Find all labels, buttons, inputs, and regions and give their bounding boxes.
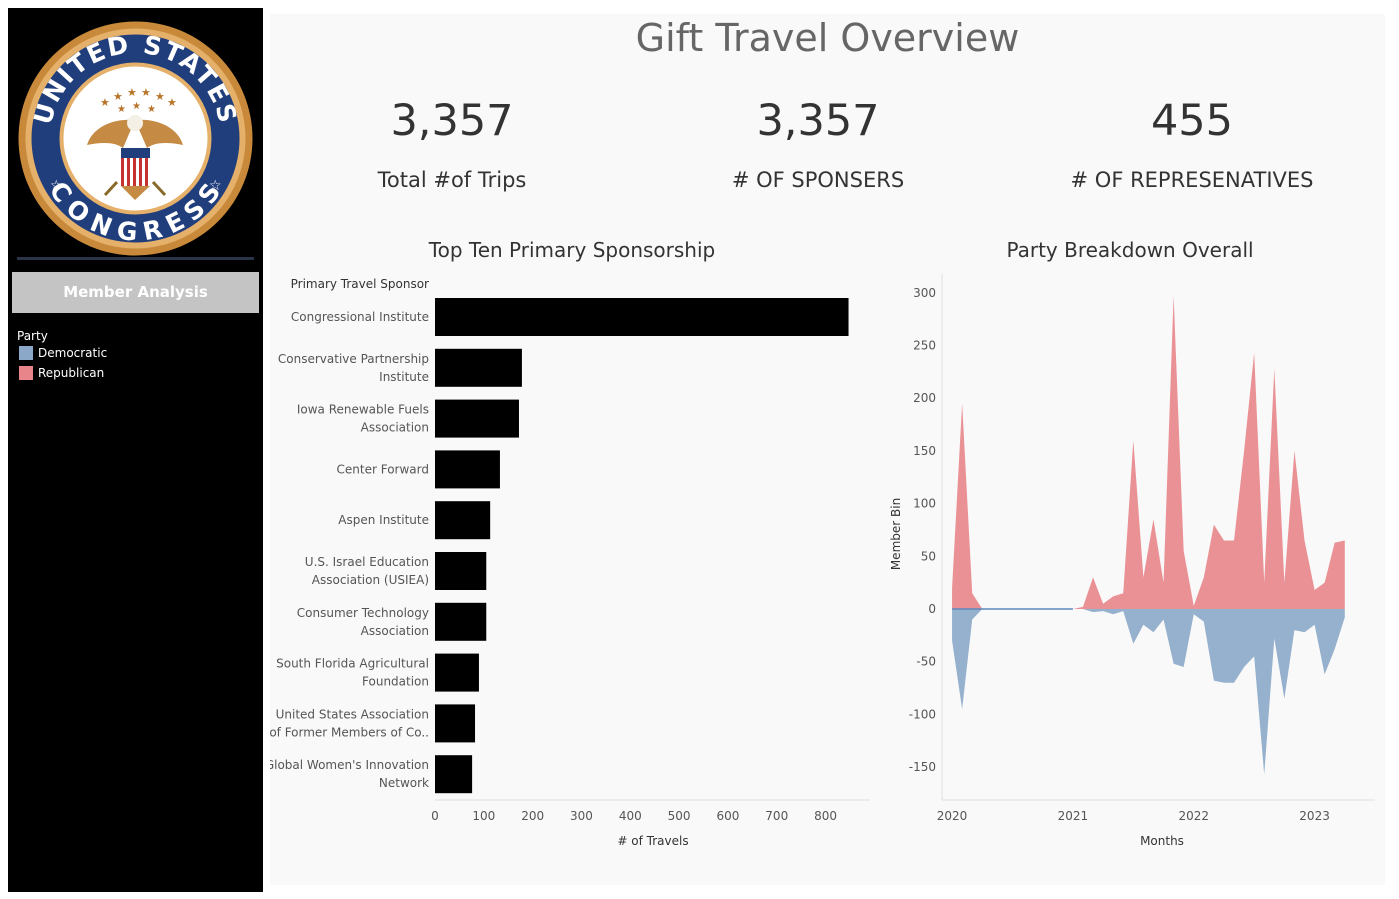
legend-item-republican[interactable]: Republican bbox=[19, 366, 104, 380]
legend-label: Republican bbox=[38, 366, 105, 380]
y-tick-label: -150 bbox=[909, 760, 936, 774]
x-tick-label: 2020 bbox=[937, 809, 968, 823]
bar bbox=[435, 755, 473, 794]
bar-category-label: of Former Members of Co.. bbox=[270, 725, 429, 739]
svg-text:★: ★ bbox=[167, 96, 177, 109]
kpi-total-trips-value: 3,357 bbox=[390, 96, 514, 146]
y-tick-label: 100 bbox=[913, 497, 936, 511]
divider bbox=[17, 257, 254, 260]
bar-category-label: U.S. Israel Education bbox=[305, 555, 429, 569]
kpi-sponsors-value: 3,357 bbox=[756, 96, 880, 146]
bar-chart-title: Top Ten Primary Sponsorship bbox=[428, 238, 716, 262]
x-tick-label: 800 bbox=[814, 809, 837, 823]
svg-text:☆: ☆ bbox=[50, 178, 63, 194]
kpi-representatives-value: 455 bbox=[1150, 96, 1234, 146]
bar bbox=[435, 399, 519, 438]
svg-text:★: ★ bbox=[113, 90, 123, 103]
congress-seal-icon: UNITED STATES CONGRESS ☆ ☆ ★ ★ ★ ★ ★ ★ ★ ★ ★ bbox=[18, 21, 253, 256]
x-tick-label: 2023 bbox=[1299, 809, 1330, 823]
legend-label: Democratic bbox=[38, 346, 108, 360]
bar bbox=[435, 704, 476, 743]
y-tick-label: 200 bbox=[913, 391, 936, 405]
y-tick-label: 0 bbox=[928, 602, 936, 616]
sponsorship-bar-chart: Primary Travel Sponsor Congressional Inst… bbox=[270, 277, 870, 848]
y-tick-label: 250 bbox=[913, 339, 936, 353]
area-chart-title: Party Breakdown Overall bbox=[1006, 238, 1254, 262]
bar-category-label: Network bbox=[379, 776, 429, 790]
bar-category-header: Primary Travel Sponsor bbox=[291, 277, 429, 291]
svg-text:★: ★ bbox=[132, 101, 141, 112]
sidebar: UNITED STATES CONGRESS ☆ ☆ ★ ★ ★ ★ ★ ★ ★ ★ ★ bbox=[8, 8, 263, 892]
y-axis-label: Member Bin bbox=[889, 498, 903, 570]
x-tick-label: 400 bbox=[619, 809, 642, 823]
svg-text:★: ★ bbox=[147, 104, 156, 115]
x-tick-label: 600 bbox=[716, 809, 739, 823]
bar-category-label: Conservative Partnership bbox=[278, 352, 429, 366]
legend-title: Party bbox=[17, 329, 48, 343]
svg-text:☆: ☆ bbox=[209, 178, 222, 194]
x-tick-label: 200 bbox=[521, 809, 544, 823]
bar-category-label: Association bbox=[361, 624, 429, 638]
bar-category-label: Consumer Technology bbox=[297, 606, 429, 620]
x-tick-label: 0 bbox=[431, 809, 439, 823]
x-tick-label: 2022 bbox=[1178, 809, 1209, 823]
bar bbox=[435, 602, 487, 641]
x-tick-label: 100 bbox=[472, 809, 495, 823]
bar bbox=[435, 298, 849, 336]
svg-text:★: ★ bbox=[141, 86, 151, 99]
legend-item-democratic[interactable]: Democratic bbox=[19, 346, 107, 360]
svg-text:★: ★ bbox=[155, 90, 165, 103]
bar-category-label: Institute bbox=[379, 370, 429, 384]
y-tick-label: 300 bbox=[913, 286, 936, 300]
bar bbox=[435, 653, 479, 692]
bar bbox=[435, 450, 500, 489]
kpi-sponsors-label: # OF SPONSERS bbox=[731, 168, 905, 192]
y-tick-label: -50 bbox=[916, 655, 936, 669]
area-series-democratic bbox=[952, 609, 1345, 775]
bar-category-label: Iowa Renewable Fuels bbox=[297, 403, 429, 417]
y-tick-label: 150 bbox=[913, 444, 936, 458]
party-area-chart: 300 250 200 150 100 50 0 -50 -100 -150 2020 2021 202… bbox=[889, 274, 1375, 848]
y-tick-label: 50 bbox=[921, 549, 936, 563]
legend-swatch-republican bbox=[19, 366, 33, 380]
svg-text:★: ★ bbox=[117, 104, 126, 115]
x-tick-label: 500 bbox=[668, 809, 691, 823]
bar-category-label: Congressional Institute bbox=[291, 310, 429, 324]
bar bbox=[435, 348, 522, 387]
bar-category-label: Center Forward bbox=[337, 462, 429, 476]
bar-category-label: Global Women's Innovation bbox=[270, 758, 429, 772]
dashboard-main: Gift Travel Overview 3,357 Total #of Tri… bbox=[270, 14, 1385, 885]
x-axis-label: # of Travels bbox=[617, 834, 688, 848]
x-tick-label: 2021 bbox=[1058, 809, 1089, 823]
page-title: Gift Travel Overview bbox=[635, 16, 1020, 60]
x-tick-label: 700 bbox=[765, 809, 788, 823]
bar-category-label: Association bbox=[361, 421, 429, 435]
y-tick-label: -100 bbox=[909, 707, 936, 721]
kpi-representatives-label: # OF REPRESENATIVES bbox=[1070, 168, 1314, 192]
bar-category-label: Aspen Institute bbox=[338, 513, 429, 527]
legend-swatch-democratic bbox=[19, 346, 33, 360]
bar-category-label: United States Association bbox=[276, 707, 429, 721]
svg-text:★: ★ bbox=[100, 96, 110, 109]
bar bbox=[435, 501, 491, 540]
bar-category-label: Foundation bbox=[362, 675, 429, 689]
x-tick-label: 300 bbox=[570, 809, 593, 823]
kpi-total-trips-label: Total #of Trips bbox=[377, 168, 527, 192]
bar-category-label: Association (USIEA) bbox=[312, 573, 429, 587]
svg-text:★: ★ bbox=[127, 86, 137, 99]
bar bbox=[435, 552, 487, 590]
member-analysis-button[interactable]: Member Analysis bbox=[12, 272, 259, 313]
area-series-republican bbox=[952, 295, 1345, 609]
bar-category-label: South Florida Agricultural bbox=[276, 657, 429, 671]
x-axis-label: Months bbox=[1140, 834, 1184, 848]
